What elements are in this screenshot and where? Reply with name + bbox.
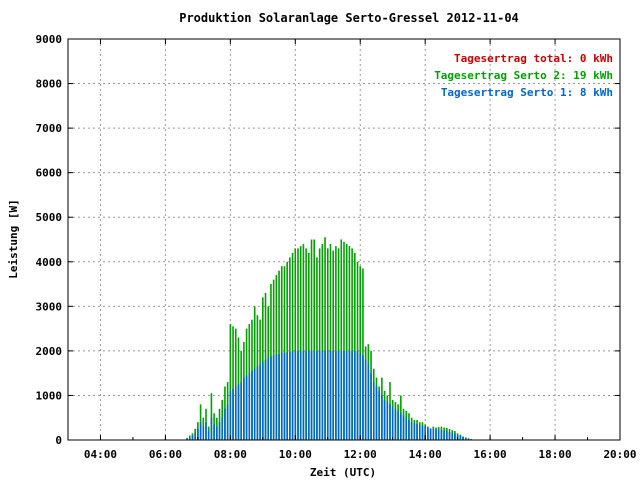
grid — [68, 39, 620, 440]
y-tick-label: 6000 — [36, 167, 63, 180]
y-tick-label: 2000 — [36, 345, 63, 358]
x-tick-label: 14:00 — [409, 448, 442, 461]
chart-title: Produktion Solaranlage Serto-Gressel 201… — [179, 11, 519, 25]
y-axis-label: Leistung [W] — [7, 199, 20, 278]
y-tick-label: 1000 — [36, 389, 63, 402]
y-tick-label: 0 — [55, 434, 62, 447]
x-tick-label: 04:00 — [84, 448, 117, 461]
plot-frame — [67, 38, 621, 441]
legend-entry: Tagesertrag total: 0 kWh — [454, 52, 613, 65]
x-tick-label: 10:00 — [279, 448, 312, 461]
x-tick-label: 12:00 — [344, 448, 377, 461]
x-tick-label: 06:00 — [149, 448, 182, 461]
y-tick-label: 7000 — [36, 122, 63, 135]
x-tick-label: 18:00 — [538, 448, 571, 461]
y-tick-label: 5000 — [36, 211, 63, 224]
y-tick-label: 8000 — [36, 78, 63, 91]
x-tick-label: 16:00 — [474, 448, 507, 461]
y-tick-label: 9000 — [36, 33, 63, 46]
legend-entry: Tagesertrag Serto 2: 19 kWh — [434, 69, 613, 82]
x-tick-label: 20:00 — [603, 448, 636, 461]
legend-entry: Tagesertrag Serto 1: 8 kWh — [441, 86, 613, 99]
x-axis-label: Zeit (UTC) — [310, 466, 376, 479]
x-axis: 04:00 06:00 08:00 10:00 12:00 14:00 16:00 18:00… — [67, 39, 637, 461]
x-tick-label: 08:00 — [214, 448, 247, 461]
y-tick-label: 3000 — [36, 300, 63, 313]
series-serto-1 — [186, 350, 475, 440]
y-tick-label: 4000 — [36, 256, 63, 269]
legend: Tagesertrag total: 0 kWh Tagesertrag Sert… — [434, 52, 613, 99]
y-axis: 0 1000 2000 3000 4000 5000 6000 7000 8000 9000 — [36, 33, 620, 447]
